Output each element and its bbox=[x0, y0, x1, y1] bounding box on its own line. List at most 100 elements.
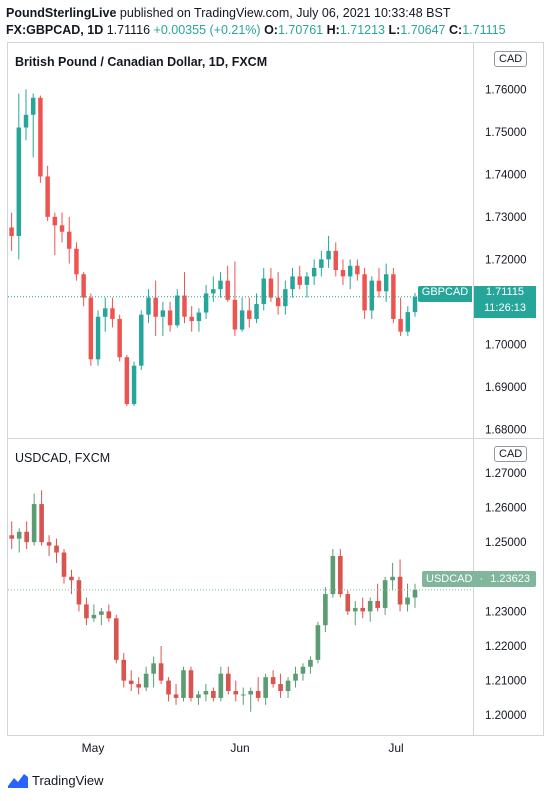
price-tick-label: 1.20000 bbox=[485, 710, 527, 722]
usdcad-candle bbox=[397, 576, 403, 605]
gbpcad-candle bbox=[74, 248, 79, 275]
symbol-label: FX:GBPCAD, 1D bbox=[6, 23, 104, 37]
usdcad-candle bbox=[315, 625, 321, 660]
gbpcad-candle bbox=[189, 316, 194, 322]
price-tick-label: 1.21000 bbox=[485, 676, 527, 688]
gbpcad-candle bbox=[376, 280, 382, 292]
open-label: O: bbox=[264, 23, 278, 37]
gbpcad-candle bbox=[283, 289, 288, 307]
tradingview-footer[interactable]: TradingView bbox=[8, 773, 104, 788]
high-value: 1.71213 bbox=[339, 23, 386, 37]
price-tick-label: 1.76000 bbox=[485, 84, 527, 96]
usdcad-candle bbox=[405, 597, 410, 605]
usdcad-tag-label: USDCAD bbox=[426, 573, 473, 585]
low-label: L: bbox=[388, 23, 401, 37]
usdcad-candle bbox=[143, 673, 149, 688]
usdcad-candle bbox=[151, 663, 156, 674]
usdcad-candle bbox=[16, 531, 22, 539]
publish-info: PoundSterlingLive published on TradingVi… bbox=[6, 6, 450, 20]
price-tick-label: 1.75000 bbox=[485, 127, 527, 139]
gbpcad-candle bbox=[340, 270, 346, 277]
usdcad-candle bbox=[360, 607, 366, 612]
gbpcad-candle bbox=[131, 365, 137, 404]
gbpcad-candle bbox=[290, 276, 295, 290]
gbpcad-candle bbox=[23, 114, 29, 128]
close-label: C: bbox=[448, 23, 463, 37]
usdcad-candle bbox=[31, 504, 37, 543]
price-axis-border bbox=[473, 42, 474, 736]
usdcad-candle bbox=[54, 545, 59, 553]
gbpcad-candle bbox=[66, 231, 72, 249]
usdcad-candle bbox=[181, 670, 186, 698]
gbpcad-candle bbox=[45, 176, 50, 217]
time-axis: May Jun Jul bbox=[82, 741, 404, 755]
usdcad-title: USDCAD, FXCM bbox=[15, 451, 111, 465]
gbpcad-candle bbox=[182, 295, 187, 317]
gbpcad-candle bbox=[261, 278, 266, 305]
gbpcad-candle bbox=[304, 276, 310, 285]
price-tick-label: 1.68000 bbox=[485, 424, 527, 436]
price-tick-label: 1.73000 bbox=[485, 212, 527, 224]
tradingview-logo-icon bbox=[8, 773, 28, 788]
chart-frame bbox=[7, 42, 544, 736]
gbpcad-candle bbox=[218, 280, 223, 290]
gbpcad-candle bbox=[196, 312, 202, 322]
price-tick-label: 1.25000 bbox=[485, 537, 527, 549]
gbpcad-candle bbox=[153, 297, 158, 317]
usdcad-candle bbox=[412, 589, 418, 598]
gbpcad-candle bbox=[319, 259, 324, 268]
gbpcad-candle bbox=[52, 216, 58, 226]
usdcad-candle bbox=[248, 691, 254, 695]
usdcad-candle bbox=[196, 694, 201, 698]
gbpcad-candle bbox=[88, 297, 94, 360]
usdcad-candle bbox=[203, 691, 209, 695]
gbpcad-candle bbox=[398, 318, 403, 332]
low-value: 1.70647 bbox=[400, 23, 446, 37]
gbpcad-candle bbox=[117, 318, 122, 358]
gbpcad-candle bbox=[167, 310, 173, 326]
gbpcad-candle bbox=[175, 295, 180, 326]
usdcad-candle bbox=[390, 576, 395, 581]
price-tick-label: 1.22000 bbox=[485, 641, 527, 653]
gbpcad-candle bbox=[232, 299, 238, 330]
gbpcad-candle bbox=[405, 312, 411, 332]
pane-divider[interactable] bbox=[7, 438, 544, 439]
gbpcad-candle bbox=[139, 314, 144, 366]
publisher-name[interactable]: PoundSterlingLive bbox=[6, 6, 117, 20]
usdcad-candle bbox=[91, 614, 97, 619]
usdcad-candle bbox=[300, 666, 306, 674]
usdcad-currency-button[interactable]: CAD bbox=[494, 446, 528, 462]
usdcad-candle bbox=[330, 556, 336, 595]
gbpcad-title: British Pound / Canadian Dollar, 1D, FXC… bbox=[15, 55, 268, 69]
gbpcad-candle bbox=[81, 274, 86, 298]
ohlc-legend: FX:GBPCAD, 1D 1.71116 +0.00355 (+0.21%) … bbox=[6, 23, 506, 37]
usdcad-candle bbox=[255, 691, 261, 698]
time-tick-label: May bbox=[82, 741, 105, 755]
gbpcad-candle bbox=[297, 276, 302, 285]
gbpcad-candle bbox=[103, 308, 108, 317]
usdcad-candle bbox=[345, 594, 351, 612]
gbpcad-candle bbox=[347, 265, 353, 277]
usdcad-candle bbox=[121, 659, 127, 681]
usdcad-candle bbox=[382, 580, 388, 608]
gbpcad-candles bbox=[8, 89, 472, 407]
usdcad-candle bbox=[352, 607, 358, 612]
usdcad-candles bbox=[8, 490, 472, 712]
usdcad-tag-value: 1.23623 bbox=[490, 573, 531, 585]
gbpcad-candle bbox=[369, 280, 375, 311]
gbpcad-candle bbox=[95, 316, 101, 360]
gbpcad-currency-button[interactable]: CAD bbox=[494, 51, 528, 67]
gbpcad-candle bbox=[16, 127, 22, 236]
price-tick-label: 1.74000 bbox=[485, 169, 527, 181]
footer-brand: TradingView bbox=[32, 773, 104, 788]
price-tick-label: 1.69000 bbox=[485, 382, 527, 394]
gbpcad-candle bbox=[247, 310, 252, 319]
gbpcad-candle bbox=[268, 278, 274, 298]
gbpcad-candle bbox=[326, 250, 331, 260]
high-label: H: bbox=[326, 23, 340, 37]
price-tick-label: 1.23000 bbox=[485, 606, 527, 618]
gbpcad-candle bbox=[38, 97, 43, 177]
price-tick-label: 1.70000 bbox=[485, 339, 527, 351]
usdcad-candle bbox=[367, 601, 373, 612]
